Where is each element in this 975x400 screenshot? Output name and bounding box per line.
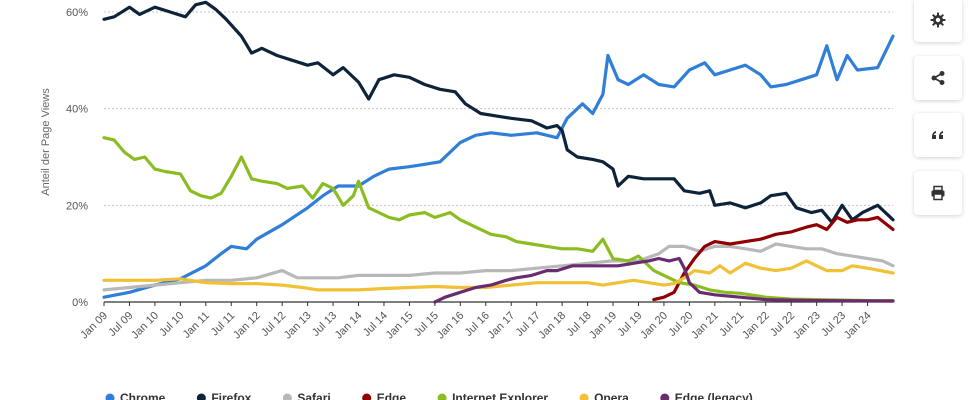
legend-label: Edge [377,391,407,400]
print-button[interactable] [914,171,962,215]
legend-item-firefox[interactable]: Firefox [196,391,252,400]
legend-marker [362,393,372,400]
gridlines [104,11,893,303]
y-tick-label: 60% [66,7,88,19]
print-icon [931,185,945,201]
y-tick-label: 20% [66,200,88,212]
legend-marker [282,393,292,400]
x-tick-label: Jan 09 [78,310,110,342]
x-tick-label: Jan 10 [129,310,161,342]
legend-label: Edge (legacy) [675,391,753,400]
x-tick-label: Jan 20 [638,310,670,342]
cite-button[interactable] [914,113,962,157]
legend-item-edge[interactable]: Edge [362,391,406,400]
legend-label: Internet Explorer [452,391,548,400]
x-tick-label: Jan 24 [842,310,874,342]
legend-marker [105,393,115,400]
y-tick-label: 0% [72,297,88,309]
gear-icon [930,12,946,28]
legend-label: Opera [594,391,629,400]
x-tick-label: Jan 18 [536,310,568,342]
legend-item-internet-explorer[interactable]: Internet Explorer [437,391,549,400]
y-axis: 0% 20% 40% 60% [66,7,88,309]
series-line-internet-explorer[interactable] [102,136,895,303]
x-tick-label: Jan 23 [791,310,823,342]
series-lines [102,0,895,304]
legend[interactable]: Chrome Firefox Safari Edge Internet Explorer… [105,391,753,400]
legend-item-opera[interactable]: Opera [579,391,630,400]
x-tick-label: Jan 19 [587,310,619,342]
share-icon [931,71,945,85]
legend-marker [660,393,670,400]
legend-label: Safari [297,391,330,400]
series-line-edge-legacy[interactable] [433,256,895,304]
quote-icon [932,131,943,139]
legend-item-safari[interactable]: Safari [282,391,331,400]
legend-label: Firefox [211,391,251,400]
share-button[interactable] [914,56,962,100]
y-tick-label: 40% [66,104,88,116]
series-line-edge[interactable] [652,215,895,302]
x-tick-label: Jan 12 [231,310,263,342]
x-tick-label: Jan 13 [282,310,314,342]
x-tick-label: Jan 17 [486,310,518,342]
series-line-chrome[interactable] [102,34,895,299]
x-tick-label: Jan 14 [333,310,365,342]
legend-marker [196,393,206,400]
settings-button[interactable] [914,0,962,42]
x-tick-label: Jan 21 [689,310,721,342]
legend-marker [437,393,447,400]
series-line-opera[interactable] [102,259,895,292]
x-tick-label: Jan 22 [740,310,772,342]
series-line-firefox[interactable] [102,0,895,224]
x-tick-label: Jan 11 [181,310,212,341]
legend-label: Chrome [120,391,166,400]
legend-item-chrome[interactable]: Chrome [105,391,166,400]
x-tick-label: Jan 15 [384,310,416,342]
x-tick-label: Jan 16 [435,310,467,342]
legend-marker [579,393,589,400]
legend-item-edge-legacy[interactable]: Edge (legacy) [660,391,753,400]
y-axis-title: Anteil der Page Views [40,88,52,196]
